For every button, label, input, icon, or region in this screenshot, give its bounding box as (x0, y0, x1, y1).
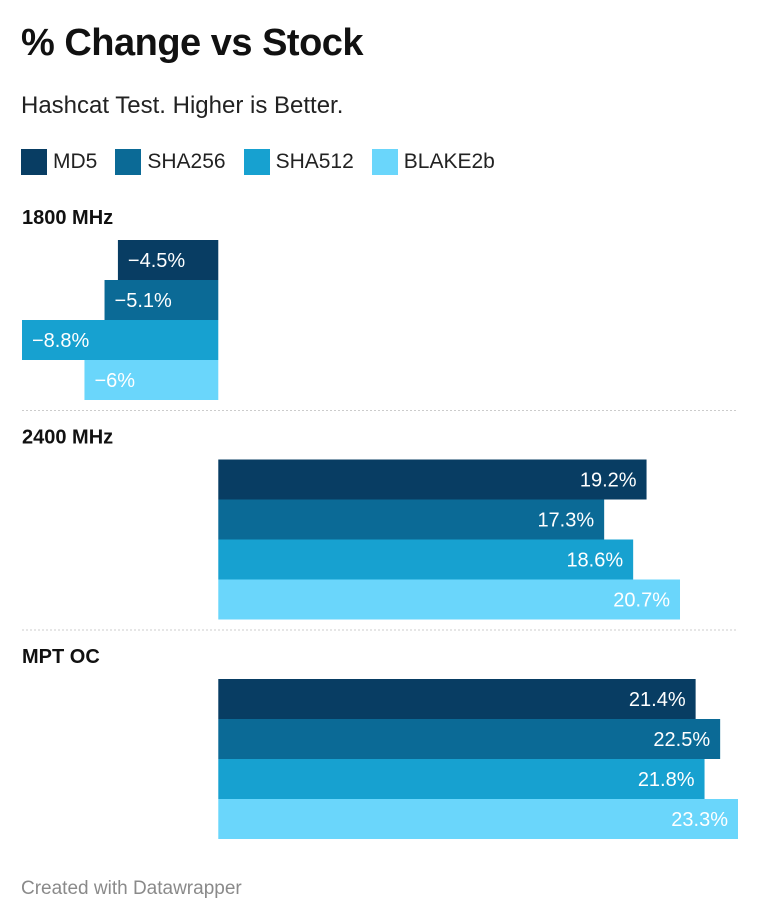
legend-label-blake2b: BLAKE2b (403, 150, 495, 173)
bar-1800-mhz-sha256 (104, 280, 219, 320)
bar-2400-mhz-sha256 (218, 499, 605, 540)
legend-item-md5: MD5 (21, 149, 97, 175)
group-label-2400-mhz: 2400 MHz (22, 427, 113, 449)
group-label-mpt-oc: MPT OC (22, 646, 100, 668)
bar-mpt-oc-blake2b (218, 799, 738, 839)
chart-legend: MD5 SHA256 SHA512 BLAKE2b (21, 148, 513, 176)
data-label-mpt-oc-md5: 21.4% (629, 689, 686, 711)
bar-mpt-oc-sha256 (218, 719, 721, 759)
legend-label-sha256: SHA256 (147, 150, 226, 173)
data-label-1800-mhz-sha512: −8.8% (32, 330, 89, 352)
data-label-2400-mhz-blake2b: 20.7% (613, 590, 670, 612)
legend-label-sha512: SHA512 (275, 150, 354, 173)
data-label-2400-mhz-sha512: 18.6% (566, 550, 623, 572)
bar-1800-mhz-sha512 (22, 320, 219, 360)
legend-swatch-md5 (21, 149, 47, 175)
legend-swatch-blake2b (371, 149, 398, 175)
data-label-1800-mhz-sha256: −5.1% (115, 290, 172, 312)
chart-title: % Change vs Stock (21, 22, 364, 64)
data-label-mpt-oc-sha256: 22.5% (653, 729, 710, 751)
bar-2400-mhz-blake2b (218, 579, 681, 620)
data-label-1800-mhz-blake2b: −6% (94, 370, 135, 392)
bar-1800-mhz-blake2b (84, 360, 219, 400)
legend-label-md5: MD5 (53, 150, 98, 173)
legend-item-sha512: SHA512 (243, 149, 354, 175)
data-label-1800-mhz-md5: −4.5% (128, 250, 185, 272)
legend-swatch-sha256 (115, 149, 142, 175)
footer-credit: Created with Datawrapper (21, 878, 242, 899)
bar-2400-mhz-md5 (218, 459, 647, 500)
bar-mpt-oc-md5 (218, 679, 696, 719)
data-label-2400-mhz-md5: 19.2% (580, 470, 637, 492)
data-label-mpt-oc-sha512: 21.8% (638, 769, 695, 791)
bar-mpt-oc-sha512 (218, 759, 705, 799)
legend-item-blake2b: BLAKE2b (371, 149, 495, 175)
bar-1800-mhz-md5 (117, 240, 219, 280)
group-label-1800-mhz: 1800 MHz (22, 207, 113, 229)
chart-subtitle: Hashcat Test. Higher is Better. (21, 92, 344, 119)
legend-swatch-sha512 (243, 149, 270, 175)
legend-item-sha256: SHA256 (115, 149, 226, 175)
bar-2400-mhz-sha512 (218, 539, 634, 580)
data-label-2400-mhz-sha256: 17.3% (537, 510, 594, 532)
data-label-mpt-oc-blake2b: 23.3% (671, 809, 728, 831)
